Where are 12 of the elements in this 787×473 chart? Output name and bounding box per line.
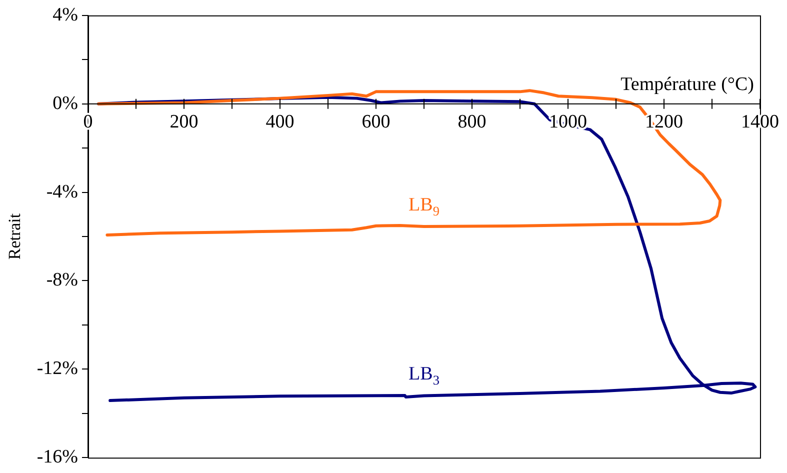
y-tick-label: -8% [46, 270, 78, 291]
y-tick-label: -16% [36, 446, 78, 468]
x-tick-label: 400 [266, 111, 294, 132]
x-tick-label: 800 [458, 111, 486, 132]
y-tick-label: -12% [36, 358, 78, 380]
x-axis-title: Température (°C) [620, 74, 754, 95]
y-tick-label: -4% [46, 181, 78, 202]
x-tick-label: 600 [362, 111, 390, 132]
y-axis-title: Retrait [5, 213, 24, 260]
x-tick-label: 200 [170, 111, 198, 132]
y-tick-label: 4% [52, 4, 78, 26]
y-tick-label: 0% [52, 92, 78, 114]
